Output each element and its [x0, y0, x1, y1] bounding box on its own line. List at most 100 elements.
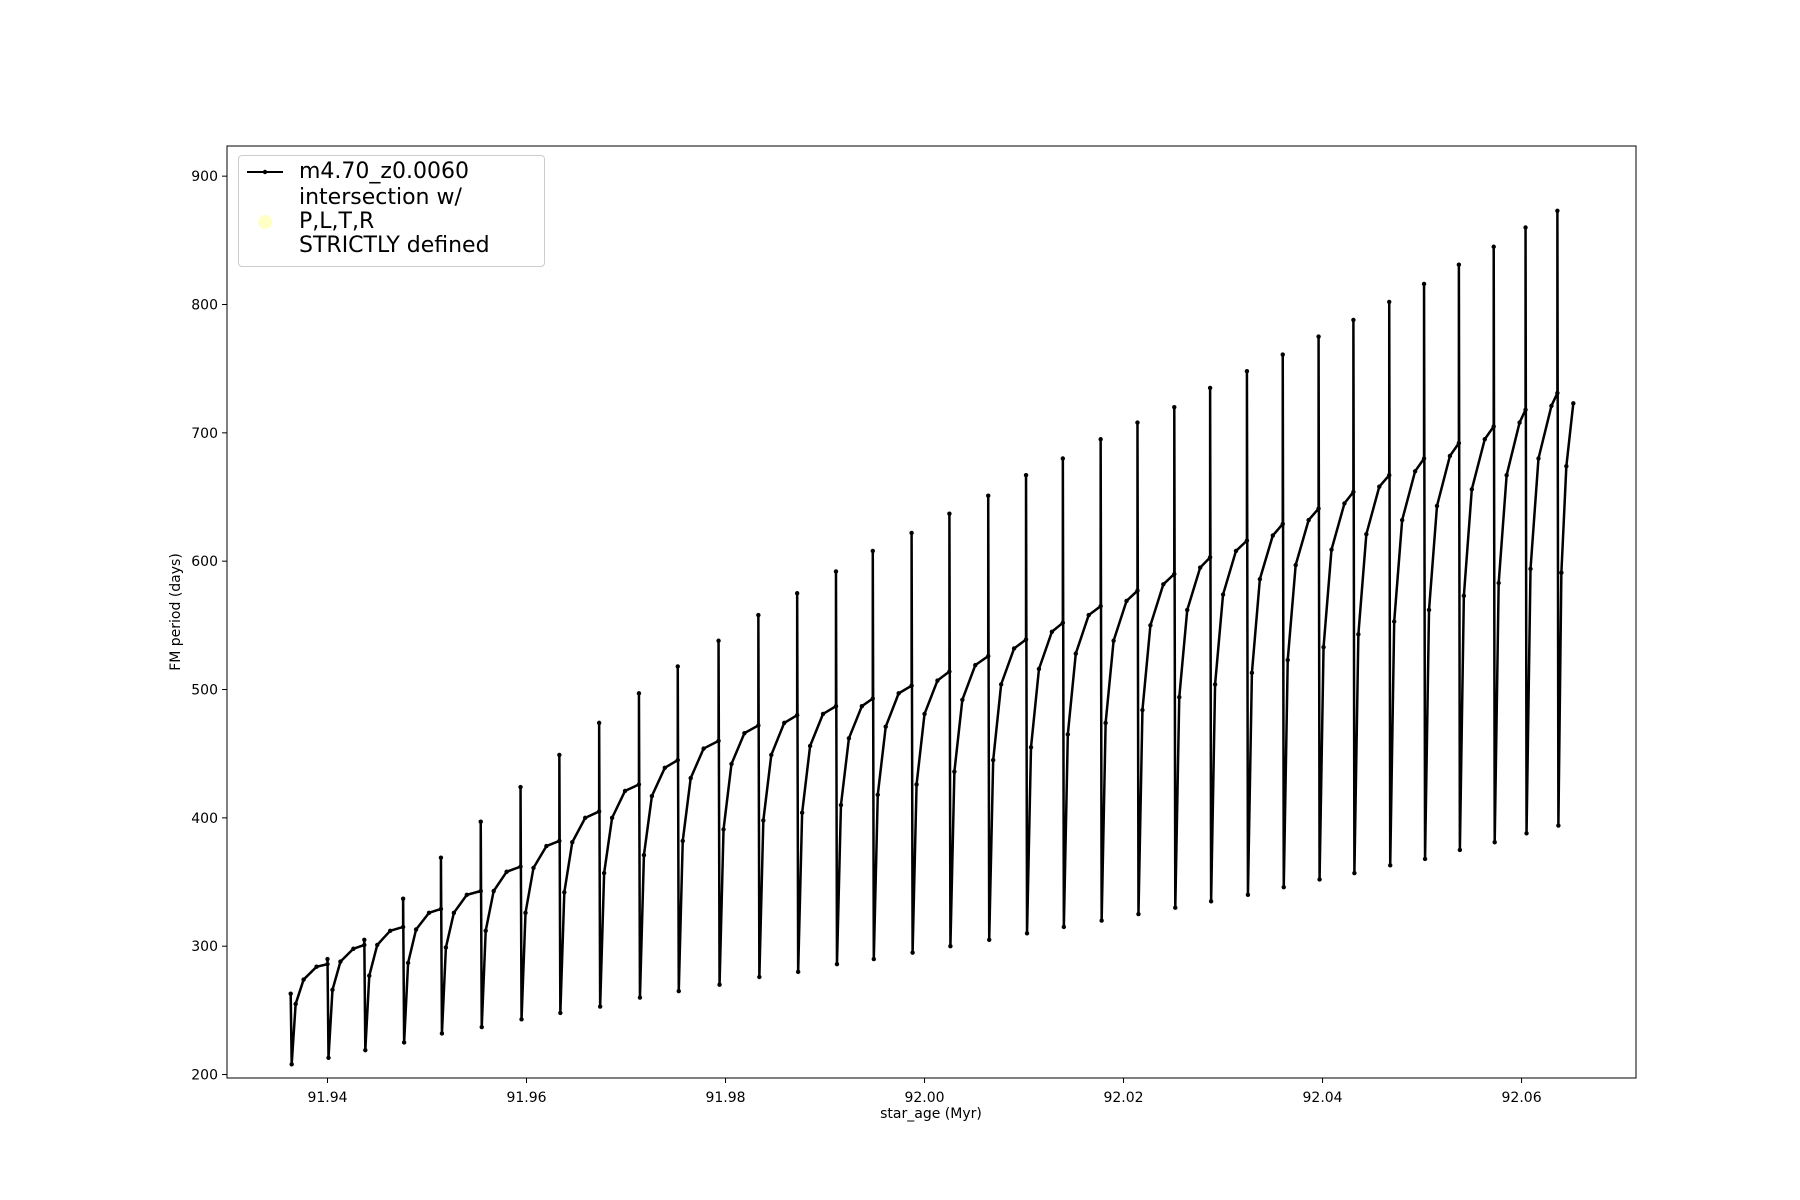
data-point	[1023, 472, 1029, 478]
data-point	[1086, 612, 1091, 618]
data-point	[478, 819, 483, 824]
data-point	[464, 892, 470, 898]
data-point	[1461, 593, 1467, 599]
data-point	[729, 761, 734, 767]
x-tick-label: 91.94	[307, 1090, 347, 1106]
data-point	[439, 1031, 445, 1036]
data-point	[601, 870, 607, 876]
data-point	[1281, 884, 1286, 890]
data-point	[935, 678, 940, 683]
data-point	[794, 591, 800, 596]
legend-key	[258, 215, 272, 229]
data-point	[562, 890, 567, 895]
x-tick-label: 91.98	[705, 1090, 745, 1106]
data-point	[1065, 732, 1071, 737]
data-point	[609, 815, 615, 821]
data-point	[716, 738, 721, 744]
data-point	[716, 638, 721, 643]
data-point	[1356, 632, 1361, 637]
data-point	[1329, 547, 1334, 552]
y-tick-label: 800	[191, 297, 218, 313]
data-point	[1456, 262, 1462, 267]
x-tick-label: 91.96	[506, 1090, 546, 1106]
data-point	[960, 697, 965, 702]
data-point	[1172, 404, 1177, 410]
data-point	[909, 683, 914, 688]
data-point	[833, 569, 839, 574]
data-point	[1173, 905, 1178, 910]
data-point	[325, 961, 330, 967]
data-point	[1434, 503, 1440, 509]
data-point	[1491, 244, 1496, 249]
data-point	[401, 1040, 407, 1045]
data-point	[947, 511, 952, 516]
y-tick-label: 300	[191, 939, 218, 955]
data-point	[1220, 592, 1226, 597]
data-point	[426, 910, 432, 916]
data-point	[1136, 911, 1141, 917]
data-point	[947, 669, 952, 674]
data-point	[557, 838, 562, 844]
data-point	[1249, 670, 1255, 676]
data-line	[289, 209, 1575, 1066]
data-point	[557, 752, 562, 758]
data-point	[413, 927, 419, 932]
data-point	[558, 1010, 563, 1016]
data-point	[1321, 644, 1326, 650]
data-point	[1061, 924, 1067, 930]
y-tick-label: 200	[191, 1068, 218, 1084]
data-point	[680, 838, 685, 844]
legend-marker	[258, 215, 272, 229]
data-point	[756, 612, 761, 618]
data-point	[807, 743, 813, 749]
data-point	[1197, 565, 1203, 570]
data-point	[596, 720, 602, 726]
data-point	[986, 653, 991, 659]
data-point	[896, 691, 901, 696]
data-point	[721, 827, 726, 832]
data-point	[1412, 469, 1418, 474]
data-point	[1207, 555, 1213, 560]
data-point	[675, 664, 680, 669]
data-point	[1456, 440, 1462, 446]
data-point	[838, 802, 844, 808]
data-point	[325, 956, 330, 962]
y-axis-label: FM period (days)	[168, 553, 184, 671]
data-point	[1212, 682, 1218, 687]
x-axis-label: star_age (Myr)	[880, 1106, 982, 1122]
data-point	[1549, 403, 1554, 409]
data-point	[1207, 385, 1213, 391]
data-point	[688, 775, 693, 781]
data-point	[910, 950, 915, 955]
data-point	[289, 1062, 294, 1067]
data-point	[1244, 538, 1250, 543]
data-point	[1098, 437, 1103, 442]
data-point	[362, 937, 367, 942]
data-point	[1099, 918, 1104, 923]
data-point	[1482, 437, 1487, 442]
data-point	[1233, 548, 1239, 554]
data-point	[799, 810, 805, 815]
data-point	[662, 765, 668, 771]
data-point	[834, 961, 840, 967]
data-point	[519, 1017, 524, 1022]
x-tick-label: 92.06	[1502, 1090, 1542, 1106]
y-tick-label: 900	[191, 169, 218, 185]
data-point	[1028, 745, 1034, 750]
data-point	[478, 888, 483, 894]
data-point	[1060, 456, 1066, 461]
data-point	[1421, 281, 1427, 287]
data-point	[875, 792, 880, 797]
data-point	[1387, 299, 1392, 305]
data-point	[1245, 892, 1251, 898]
data-point	[870, 696, 875, 701]
data-point	[1103, 720, 1108, 726]
data-point	[1564, 464, 1569, 469]
data-point	[1280, 352, 1285, 357]
data-point	[1124, 598, 1129, 604]
data-point	[1148, 623, 1153, 628]
data-point	[717, 982, 722, 987]
data-point	[1351, 489, 1356, 495]
